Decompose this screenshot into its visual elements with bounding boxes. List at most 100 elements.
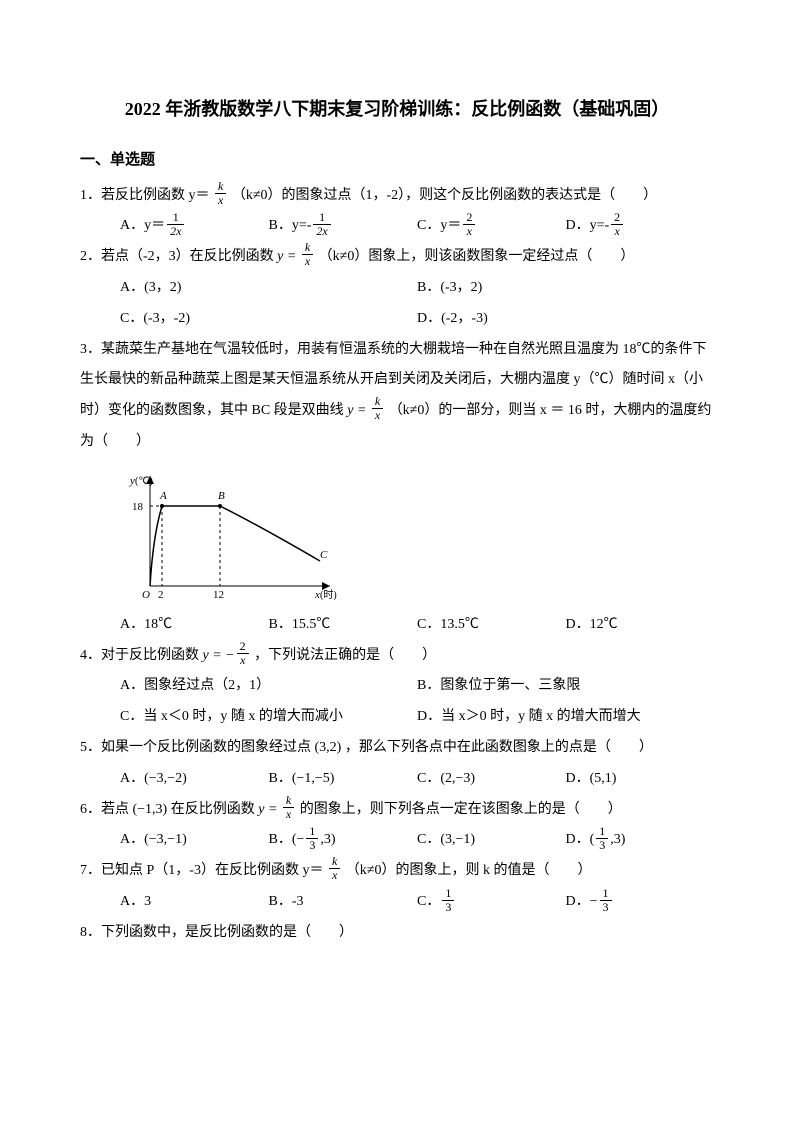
q1-text-b: （k≠0）的图象过点（1，-2），则这个反比例函数的表达式是（ ） — [228, 188, 657, 203]
q2-options: A．(3，2) B．(-3，2) C．(-3，-2) D．(-2，-3) — [80, 273, 714, 335]
q3-y: y = — [347, 403, 370, 418]
q1-c-label: C．y＝ — [417, 211, 461, 242]
q1-a-num: 1 — [167, 211, 184, 225]
question-1: 1．若反比例函数 y＝ kx （k≠0）的图象过点（1，-2），则这个反比例函数… — [80, 181, 714, 212]
q5-opt-b: B．(−1,−5) — [269, 764, 418, 795]
q7-d-den: 3 — [600, 901, 612, 914]
q2-num: 2． — [80, 249, 101, 264]
question-8: 8．下列函数中，是反比例函数的是（ ） — [80, 918, 714, 949]
question-5: 5．如果一个反比例函数的图象经过点 (3,2) ，那么下列各点中在此函数图象上的… — [80, 733, 714, 764]
q1-b-label: B．y=- — [269, 211, 312, 242]
q1-c-den: x — [463, 225, 475, 238]
q2-text-b: （k≠0）图象上，则该函数图象一定经过点（ ） — [315, 249, 634, 264]
q3-frac-num: k — [372, 395, 383, 409]
q3-chart: y (℃) 18 A B C O 2 12 x (时) — [120, 466, 340, 606]
q4-opt-d: D．当 x＞0 时，y 随 x 的增大而增大 — [417, 702, 714, 733]
q1-frac-den: x — [215, 194, 226, 207]
x-axis-unit: (时) — [320, 589, 337, 601]
q7-c-pre: C． — [417, 887, 440, 918]
q2-y: y = — [277, 249, 300, 264]
question-4: 4．对于反比例函数 y = −2x ，下列说法正确的是（ ） — [80, 641, 714, 672]
q8-num: 8． — [80, 925, 101, 940]
q2-frac-den: x — [302, 255, 313, 268]
q7-num: 7． — [80, 863, 101, 878]
y-axis-unit: (℃) — [135, 476, 153, 487]
q7-d-num: 1 — [600, 887, 612, 901]
q7-c-den: 3 — [442, 901, 454, 914]
q7-text-b: （k≠0）的图象上，则 k 的值是（ ） — [342, 863, 591, 878]
question-6: 6．若点 (−1,3) 在反比例函数 y = kx 的图象上，则下列各点一定在该… — [80, 795, 714, 826]
q3-num: 3． — [80, 342, 101, 357]
question-2: 2．若点（-2，3）在反比例函数 y = kx （k≠0）图象上，则该函数图象一… — [80, 242, 714, 273]
q7-opt-c: C．13 — [417, 887, 566, 918]
q5-options: A．(−3,−2) B．(−1,−5) C．(2,−3) D．(5,1) — [80, 764, 714, 795]
q1-b-num: 1 — [313, 211, 330, 225]
q3-opt-d: D．12℃ — [566, 610, 715, 641]
q5-opt-d: D．(5,1) — [566, 764, 715, 795]
q4-opt-a: A．图象经过点（2，1） — [120, 671, 417, 702]
q6-d-pre: D．( — [566, 825, 595, 856]
q7-opt-b: B．-3 — [269, 887, 418, 918]
q6-y: y = — [258, 802, 281, 817]
q6-d-num: 1 — [596, 825, 608, 839]
question-3: 3．某蔬菜生产基地在气温较低时，用装有恒温系统的大棚栽培一种在自然光照且温度为 … — [80, 335, 714, 458]
q7-frac-num: k — [329, 855, 340, 869]
q6-opt-a: A．(−3,−1) — [120, 825, 269, 856]
q7-options: A．3 B．-3 C．13 D．−13 — [80, 887, 714, 918]
q1-a-label: A．y＝ — [120, 211, 165, 242]
q2-text-a: 若点（-2，3）在反比例函数 — [101, 249, 277, 264]
q6-num: 6． — [80, 802, 101, 817]
q1-b-den: 2x — [313, 225, 330, 238]
q3-frac-den: x — [372, 409, 383, 422]
q1-d-den: x — [611, 225, 623, 238]
q4-num: 4． — [80, 648, 101, 663]
q8-text: 下列函数中，是反比例函数的是（ ） — [101, 925, 353, 940]
q1-num: 1． — [80, 188, 101, 203]
point-A: A — [159, 490, 167, 502]
q6-d-post: ,3) — [610, 825, 625, 856]
q4-y: y = − — [203, 648, 235, 663]
point-B: B — [218, 490, 225, 502]
q2-opt-a: A．(3，2) — [120, 273, 417, 304]
q6-b-post: ,3) — [320, 825, 335, 856]
q2-frac-num: k — [302, 241, 313, 255]
q3-options: A．18℃ B．15.5℃ C．13.5℃ D．12℃ — [80, 610, 714, 641]
q5-text: 如果一个反比例函数的图象经过点 (3,2) ，那么下列各点中在此函数图象上的点是… — [101, 740, 653, 755]
q4-opt-c: C．当 x＜0 时，y 随 x 的增大而减小 — [120, 702, 417, 733]
q1-opt-c: C．y＝ 2x — [417, 211, 566, 242]
q3-opt-a: A．18℃ — [120, 610, 269, 641]
point-C: C — [320, 549, 328, 561]
page-title: 2022 年浙教版数学八下期末复习阶梯训练：反比例函数（基础巩固） — [80, 90, 714, 130]
q6-b-den: 3 — [306, 839, 318, 852]
q1-text-a: 若反比例函数 y＝ — [101, 188, 213, 203]
xtick-2: 2 — [158, 589, 164, 601]
q2-opt-b: B．(-3，2) — [417, 273, 714, 304]
q7-c-num: 1 — [442, 887, 454, 901]
q7-opt-a: A．3 — [120, 887, 269, 918]
q2-opt-c: C．(-3，-2) — [120, 304, 417, 335]
q7-d-pre: D．− — [566, 887, 598, 918]
q6-opt-b: B．(−13,3) — [269, 825, 418, 856]
ytick-18: 18 — [132, 501, 144, 513]
q6-options: A．(−3,−1) B．(−13,3) C．(3,−1) D．(13,3) — [80, 825, 714, 856]
q4-opt-b: B．图象位于第一、三象限 — [417, 671, 714, 702]
q7-frac-den: x — [329, 869, 340, 882]
q6-text-a: 若点 (−1,3) 在反比例函数 — [101, 802, 258, 817]
q5-num: 5． — [80, 740, 101, 755]
q6-frac-den: x — [283, 808, 294, 821]
q1-a-den: 2x — [167, 225, 184, 238]
q6-d-den: 3 — [596, 839, 608, 852]
q4-text-b: ，下列说法正确的是（ ） — [251, 648, 437, 663]
q7-opt-d: D．−13 — [566, 887, 715, 918]
question-7: 7．已知点 P（1，-3）在反比例函数 y＝ kx （k≠0）的图象上，则 k … — [80, 856, 714, 887]
q4-frac-num: 2 — [237, 640, 249, 654]
q3-opt-c: C．13.5℃ — [417, 610, 566, 641]
q6-b-num: 1 — [306, 825, 318, 839]
q6-opt-d: D．(13,3) — [566, 825, 715, 856]
q1-options: A．y＝ 12x B．y=- 12x C．y＝ 2x D．y=- 2x — [80, 211, 714, 242]
q4-frac-den: x — [237, 654, 249, 667]
q1-d-num: 2 — [611, 211, 623, 225]
q1-opt-d: D．y=- 2x — [566, 211, 715, 242]
q4-options: A．图象经过点（2，1） B．图象位于第一、三象限 C．当 x＜0 时，y 随 … — [80, 671, 714, 733]
q5-opt-a: A．(−3,−2) — [120, 764, 269, 795]
